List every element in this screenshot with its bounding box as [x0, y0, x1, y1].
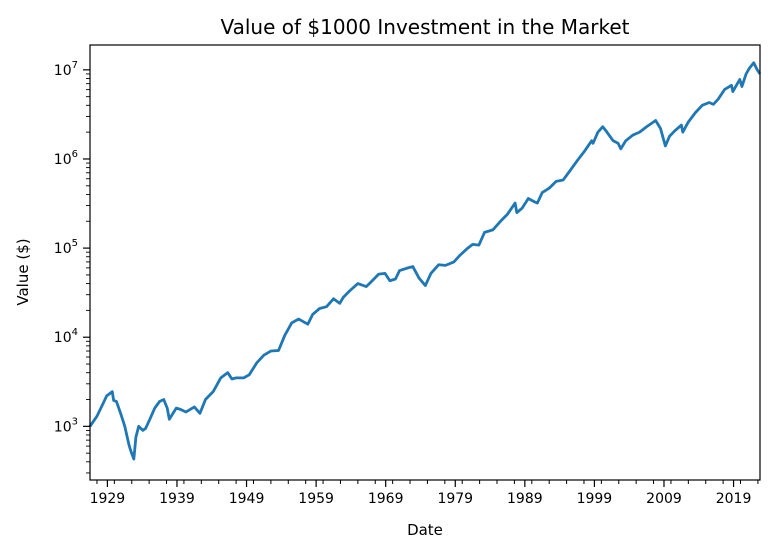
x-tick-label: 2019 — [716, 491, 752, 507]
x-tick-label: 2009 — [646, 491, 682, 507]
y-tick-label: 105 — [54, 238, 78, 257]
axes-frame — [89, 44, 761, 481]
x-tick-label: 1929 — [90, 491, 126, 507]
y-tick-label: 104 — [54, 327, 78, 346]
x-axis: 1929 1939 1949 1959 1969 1979 1989 1999 2009 2019 — [90, 480, 759, 507]
x-axis-label: Date — [407, 521, 443, 539]
chart-title: Value of $1000 Investment in the Market — [220, 15, 629, 39]
x-tick-label: 1999 — [577, 491, 613, 507]
x-tick-label: 1949 — [229, 491, 265, 507]
y-tick-label: 103 — [54, 416, 78, 435]
plot-area — [88, 61, 762, 461]
y-tick-label: 107 — [54, 60, 78, 79]
x-tick-label: 1989 — [507, 491, 543, 507]
y-axis-label: Value ($) — [14, 238, 32, 305]
x-tick-label: 1939 — [159, 491, 195, 507]
x-tick-label: 1969 — [368, 491, 404, 507]
y-tick-label: 106 — [54, 149, 78, 168]
y-axis: 103 104 105 106 107 — [54, 60, 90, 474]
x-tick-label: 1979 — [437, 491, 473, 507]
x-tick-label: 1959 — [298, 491, 334, 507]
series-line-value — [88, 61, 762, 461]
